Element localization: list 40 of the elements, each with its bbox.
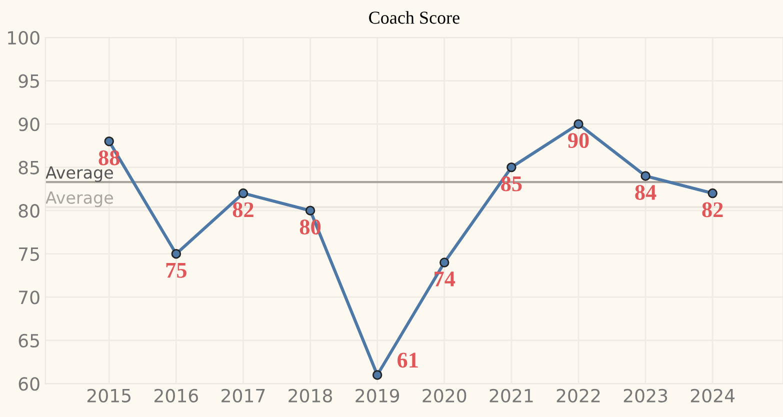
data-label: 85 — [501, 176, 522, 192]
data-label: 82 — [702, 202, 723, 218]
point — [238, 188, 248, 198]
data-label: 74 — [434, 272, 456, 286]
data-label: 75 — [166, 263, 186, 278]
data-label: 61 — [398, 352, 418, 368]
point — [372, 370, 382, 380]
data-label: 82 — [232, 202, 254, 218]
x-tick-label: 2021 — [490, 388, 533, 402]
x-tick-label: 2024 — [690, 388, 735, 402]
y-tick-label: 65 — [18, 334, 39, 348]
y-tick-label: 100 — [8, 30, 40, 45]
x-tick-label: 2019 — [356, 388, 400, 402]
y-tick-label: 90 — [18, 118, 40, 132]
x-tick-label: 2023 — [624, 388, 668, 402]
data-label: 84 — [635, 184, 656, 200]
point — [574, 119, 584, 129]
point — [640, 171, 650, 181]
point — [440, 258, 450, 268]
x-tick-label: 2020 — [422, 388, 466, 402]
point — [708, 188, 718, 198]
x-tick-label: 2017 — [222, 388, 265, 402]
y-tick-label: 95 — [18, 74, 39, 88]
y-tick-label: 70 — [19, 290, 40, 304]
point — [171, 248, 182, 259]
ref-line-label: Average — [46, 192, 113, 208]
y-tick-label: 85 — [18, 160, 39, 174]
point — [506, 162, 516, 172]
x-tick-label: 2015 — [87, 388, 131, 402]
data-label: 90 — [568, 133, 589, 148]
y-tick-label: 60 — [18, 377, 40, 391]
x-tick-label: 2016 — [154, 388, 198, 402]
y-tick-label: 80 — [18, 204, 40, 218]
point — [305, 206, 316, 216]
x-tick-label: 2022 — [556, 388, 600, 402]
ref-line-label: Average — [46, 166, 113, 182]
point — [104, 136, 114, 146]
y-tick-label: 75 — [19, 248, 39, 261]
chart-title: Coach Score — [369, 11, 460, 24]
x-tick-label: 2018 — [288, 388, 332, 402]
